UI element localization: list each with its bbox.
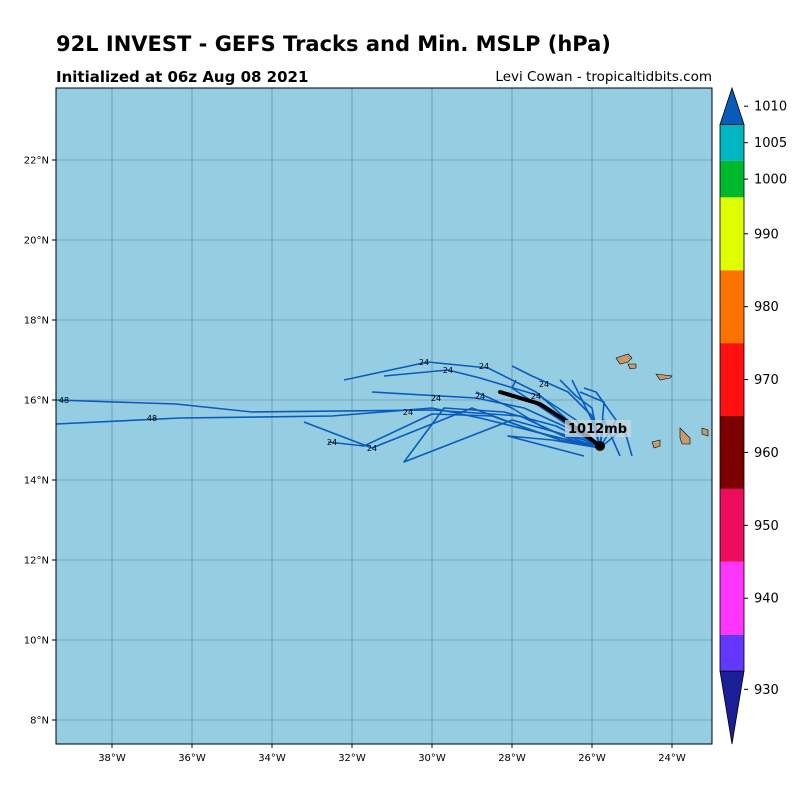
forecast-hour-label: 24 (531, 392, 541, 401)
colorbar-tick-label: 1005 (754, 136, 787, 151)
forecast-hour-label: 24 (367, 444, 377, 453)
colorbar-band (720, 488, 744, 562)
lon-tick-label: 24°W (658, 753, 686, 764)
colorbar-band (720, 270, 744, 344)
forecast-hour-label: 24 (475, 392, 485, 401)
colorbar-max-extension (719, 86, 745, 125)
forecast-hour-label: 24 (327, 438, 337, 447)
lon-tick-label: 38°W (98, 753, 126, 764)
ensemble-track-4 (403, 407, 601, 463)
lat-tick-label: 20°N (24, 236, 49, 247)
lat-tick-label: 10°N (24, 636, 49, 647)
chart-title: 92L INVEST - GEFS Tracks and Min. MSLP (… (56, 32, 611, 56)
lat-tick-label: 8°N (30, 716, 49, 727)
island-fogo (651, 439, 661, 449)
island-maio (701, 427, 709, 437)
colorbar-tick-label: 990 (754, 227, 779, 242)
credit-label: Levi Cowan - tropicaltidbits.com (495, 69, 712, 85)
colorbar-band (720, 343, 744, 416)
colorbar-band (720, 561, 744, 635)
forecast-hour-label: 48 (59, 396, 69, 405)
lon-tick-label: 34°W (258, 753, 286, 764)
ensemble-track-6 (56, 399, 601, 449)
lon-tick-label: 28°W (498, 753, 526, 764)
colorbar-band (720, 634, 744, 672)
colorbar-band (720, 160, 744, 198)
forecast-hour-label: 24 (419, 358, 429, 367)
forecast-hour-label: 24 (403, 408, 413, 417)
storm-position-marker (595, 441, 605, 451)
colorbar-tick-label: 960 (754, 446, 779, 461)
colorbar-tick-label: 940 (754, 592, 779, 607)
map-content: 24 24 24 24 24 24 24 24 24 24 48 48 1012mb (56, 88, 712, 744)
ensemble-track-8 (327, 413, 601, 449)
island-sao-vicente (627, 363, 637, 370)
forecast-hour-label: 24 (479, 362, 489, 371)
map-frame (55, 87, 713, 745)
island-santiago (679, 427, 691, 445)
colorbar-tick-label: 930 (754, 683, 779, 698)
lon-tick-label: 36°W (178, 753, 206, 764)
colorbar-band (720, 416, 744, 489)
colorbar-frame (719, 124, 745, 672)
island-santo-antao (615, 353, 633, 365)
forecast-hour-label: 48 (147, 414, 157, 423)
colorbar-tick-label: 970 (754, 373, 779, 388)
lat-tick-label: 14°N (24, 476, 49, 487)
mslp-label: 1012mb (568, 422, 627, 437)
forecast-hour-label: 24 (431, 394, 441, 403)
ensemble-track-7 (303, 407, 601, 449)
island-sao-nicolau (655, 373, 673, 381)
colorbar-tick-label: 980 (754, 300, 779, 315)
lon-tick-label: 26°W (578, 753, 606, 764)
forecast-hour-label: 24 (443, 366, 453, 375)
colorbar-min-extension (719, 670, 745, 745)
init-time-label: Initialized at 06z Aug 08 2021 (56, 68, 309, 86)
ensemble-track-10 (475, 391, 601, 449)
lat-tick-label: 18°N (24, 316, 49, 327)
colorbar-tick-label: 1000 (754, 173, 787, 188)
ensemble-track-9 (507, 435, 601, 457)
lon-tick-label: 32°W (338, 753, 366, 764)
lat-tick-label: 12°N (24, 556, 49, 567)
lon-tick-label: 30°W (418, 753, 446, 764)
colorbar-tick-label: 950 (754, 519, 779, 534)
lat-tick-label: 22°N (24, 156, 49, 167)
colorbar-tick-label: 1010 (754, 100, 787, 115)
colorbar-band (720, 197, 744, 271)
colorbar-band (720, 124, 744, 161)
mslp-label-box (565, 420, 631, 437)
forecast-hour-label: 24 (539, 380, 549, 389)
lat-tick-label: 16°N (24, 396, 49, 407)
